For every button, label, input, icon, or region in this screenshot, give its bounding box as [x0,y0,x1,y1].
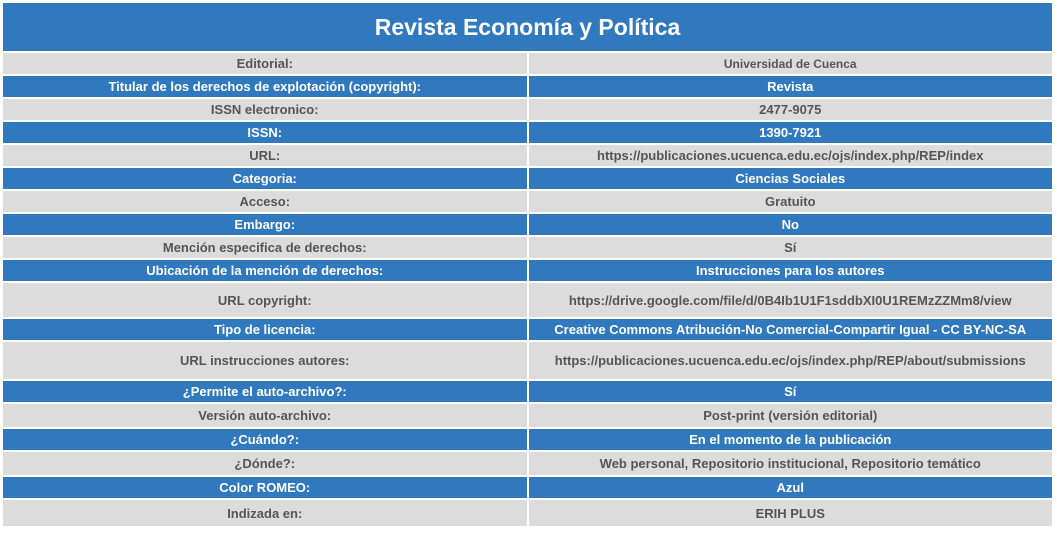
row-url-author-instructions: URL instrucciones autores: https://publi… [3,342,1052,379]
row-access: Acceso: Gratuito [3,191,1052,212]
value-where: Web personal, Repositorio institucional,… [528,452,1052,475]
value-rights-location: Instrucciones para los autores [528,260,1052,281]
row-category: Categoria: Ciencias Sociales [3,168,1052,189]
row-when: ¿Cuándo?: En el momento de la publicació… [3,429,1052,450]
label-self-archiving: ¿Permite el auto-archivo?: [3,381,527,402]
value-category: Ciencias Sociales [528,168,1052,189]
value-romeo-color: Azul [528,477,1052,498]
row-indexed-in: Indizada en: ERIH PLUS [3,500,1052,526]
label-editorial: Editorial: [3,53,527,74]
label-embargo: Embargo: [3,214,527,235]
value-access: Gratuito [528,191,1052,212]
journal-info-table: Revista Economía y Política Editorial: U… [1,1,1054,528]
label-rights-mention: Mención especifica de derechos: [3,237,527,258]
value-self-archiving-version: Post-print (versión editorial) [528,404,1052,427]
label-self-archiving-version: Versión auto-archivo: [3,404,527,427]
label-indexed-in: Indizada en: [3,500,527,526]
value-self-archiving: Sí [528,381,1052,402]
label-issn-electronic: ISSN electronico: [3,99,527,120]
label-issn: ISSN: [3,122,527,143]
value-copyright-holder: Revista [528,76,1052,97]
value-issn: 1390-7921 [528,122,1052,143]
row-editorial: Editorial: Universidad de Cuenca [3,53,1052,74]
label-copyright-holder: Titular de los derechos de explotación (… [3,76,527,97]
label-url: URL: [3,145,527,166]
row-where: ¿Dónde?: Web personal, Repositorio insti… [3,452,1052,475]
row-issn: ISSN: 1390-7921 [3,122,1052,143]
row-url: URL: https://publicaciones.ucuenca.edu.e… [3,145,1052,166]
row-rights-mention: Mención especifica de derechos: Sí [3,237,1052,258]
label-category: Categoria: [3,168,527,189]
row-license-type: Tipo de licencia: Creative Commons Atrib… [3,319,1052,340]
title-row: Revista Economía y Política [3,3,1052,51]
row-embargo: Embargo: No [3,214,1052,235]
label-url-author-instructions: URL instrucciones autores: [3,342,527,379]
value-when: En el momento de la publicación [528,429,1052,450]
row-url-copyright: URL copyright: https://drive.google.com/… [3,283,1052,317]
value-embargo: No [528,214,1052,235]
value-url-author-instructions: https://publicaciones.ucuenca.edu.ec/ojs… [528,342,1052,379]
label-where: ¿Dónde?: [3,452,527,475]
page-title: Revista Economía y Política [3,3,1052,51]
journal-info-panel: Revista Economía y Política Editorial: U… [1,1,1054,528]
value-url-copyright: https://drive.google.com/file/d/0B4Ib1U1… [528,283,1052,317]
value-editorial: Universidad de Cuenca [528,53,1052,74]
label-license-type: Tipo de licencia: [3,319,527,340]
label-when: ¿Cuándo?: [3,429,527,450]
value-rights-mention: Sí [528,237,1052,258]
value-license-type: Creative Commons Atribución-No Comercial… [528,319,1052,340]
value-url: https://publicaciones.ucuenca.edu.ec/ojs… [528,145,1052,166]
label-url-copyright: URL copyright: [3,283,527,317]
label-access: Acceso: [3,191,527,212]
row-self-archiving-version: Versión auto-archivo: Post-print (versió… [3,404,1052,427]
row-self-archiving: ¿Permite el auto-archivo?: Sí [3,381,1052,402]
label-romeo-color: Color ROMEO: [3,477,527,498]
row-copyright-holder: Titular de los derechos de explotación (… [3,76,1052,97]
value-issn-electronic: 2477-9075 [528,99,1052,120]
label-rights-location: Ubicación de la mención de derechos: [3,260,527,281]
value-indexed-in: ERIH PLUS [528,500,1052,526]
row-rights-location: Ubicación de la mención de derechos: Ins… [3,260,1052,281]
row-issn-electronic: ISSN electronico: 2477-9075 [3,99,1052,120]
row-romeo-color: Color ROMEO: Azul [3,477,1052,498]
